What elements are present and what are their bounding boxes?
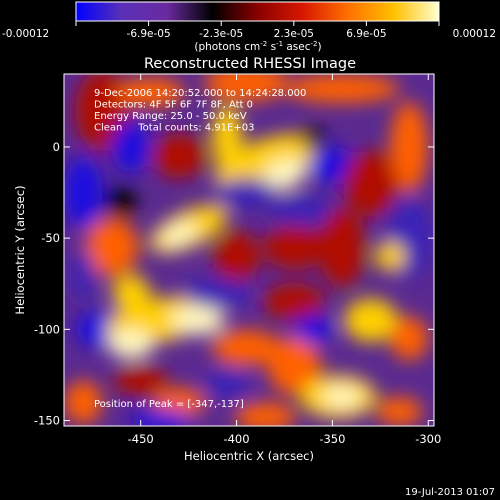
annotation-line: 9-Dec-2006 14:20:52.000 to 14:24:28.000 (94, 88, 306, 99)
y-tick-label: -50 (41, 231, 60, 245)
heatmap-blob (203, 74, 289, 102)
heatmap-blob (214, 133, 317, 190)
heatmap-blob (75, 74, 130, 151)
y-axis-label: Heliocentric Y (arcsec) (13, 185, 27, 314)
colorbar-tick-label: -0.00012 (2, 28, 49, 40)
heatmap-blob (389, 316, 429, 361)
y-axis: 0 -50 -100 -150 (34, 140, 434, 428)
heatmap-blob (309, 146, 356, 184)
x-axis-label: Heliocentric X (arcsec) (184, 449, 314, 463)
heatmap-blob (115, 77, 185, 107)
colorbar-unit: (photons cm-2 s-1 asec-2) (194, 40, 321, 53)
heatmap-blob (263, 225, 325, 270)
colorbar-tick-label: 2.3e-05 (274, 28, 314, 40)
heatmap-blob (113, 365, 168, 395)
colorbar (76, 2, 439, 21)
plot-frame (63, 73, 435, 427)
heatmap-blob (85, 218, 139, 277)
peak-position-label: Position of Peak = [-347,-137] (94, 399, 244, 410)
heatmap-blob (294, 314, 333, 344)
colorbar-tick-label: 6.9e-05 (346, 28, 386, 40)
heatmap-blob (64, 380, 103, 425)
heatmap-blob (215, 177, 277, 208)
heatmap-blob (213, 230, 260, 282)
heatmap-blob (182, 278, 252, 308)
x-tick-label: -300 (415, 432, 441, 446)
heatmap-blob (389, 101, 429, 193)
annotation-line: Detectors: 4F 5F 6F 7F 8F, Att 0 (94, 100, 253, 111)
heatmap-blob (234, 402, 296, 426)
colorbar-ticks: -0.00012 -6.9e-05 -2.3e-05 2.3e-05 6.9e-05 0.… (2, 21, 496, 40)
heatmap-blob (161, 221, 198, 248)
heatmap-blob (301, 126, 325, 149)
y-tick-label: -150 (34, 414, 60, 428)
x-tick-label: -400 (223, 432, 249, 446)
colorbar-tick-label: -6.9e-05 (127, 28, 171, 40)
chart-title: Reconstructed RHESSI Image (144, 56, 356, 72)
heatmap-blob (262, 158, 307, 191)
heatmap-blob (269, 196, 339, 226)
heatmap-blob (343, 150, 398, 217)
heatmap-blob (211, 329, 281, 366)
heatmap-blob (152, 134, 206, 178)
heatmap-blob (374, 241, 406, 271)
heatmap-blob (64, 156, 103, 230)
heatmap-image (64, 74, 433, 426)
heatmap-blob (129, 409, 191, 426)
heatmap-blob (71, 249, 95, 301)
timestamp: 19-Jul-2013 01:07 (405, 487, 495, 498)
x-tick-label: -450 (128, 432, 154, 446)
heatmap-blob (111, 121, 151, 173)
heatmap-blob (111, 274, 151, 312)
heatmap-blob (203, 369, 250, 399)
annotation-line: Energy Range: 25.0 - 50.0 keV (94, 111, 247, 122)
heatmap-blob (108, 329, 155, 359)
heatmap-blob (171, 305, 226, 335)
heatmap-blob (376, 396, 423, 426)
y-tick-label: -100 (34, 322, 60, 336)
colorbar-tick-label: 0.00012 (453, 28, 496, 40)
x-axis: -450 -400 -350 -300 (128, 74, 441, 446)
heatmap-blob (267, 336, 321, 395)
heatmap-blob (152, 387, 206, 417)
x-tick-label: -350 (319, 432, 345, 446)
heatmap-blob (106, 187, 137, 217)
heatmap-blob (343, 298, 398, 343)
y-tick-label: 0 (53, 140, 60, 154)
annotations: 9-Dec-2006 14:20:52.000 to 14:24:28.000D… (94, 88, 306, 134)
heatmap-blob (318, 207, 365, 288)
annotation-line: Clean Total counts: 4.91E+03 (94, 123, 254, 134)
heatmap-blob (263, 283, 325, 321)
heatmap-blob (322, 385, 362, 408)
heatmap-blob (284, 74, 400, 104)
colorbar-tick-label: -2.3e-05 (199, 28, 243, 40)
